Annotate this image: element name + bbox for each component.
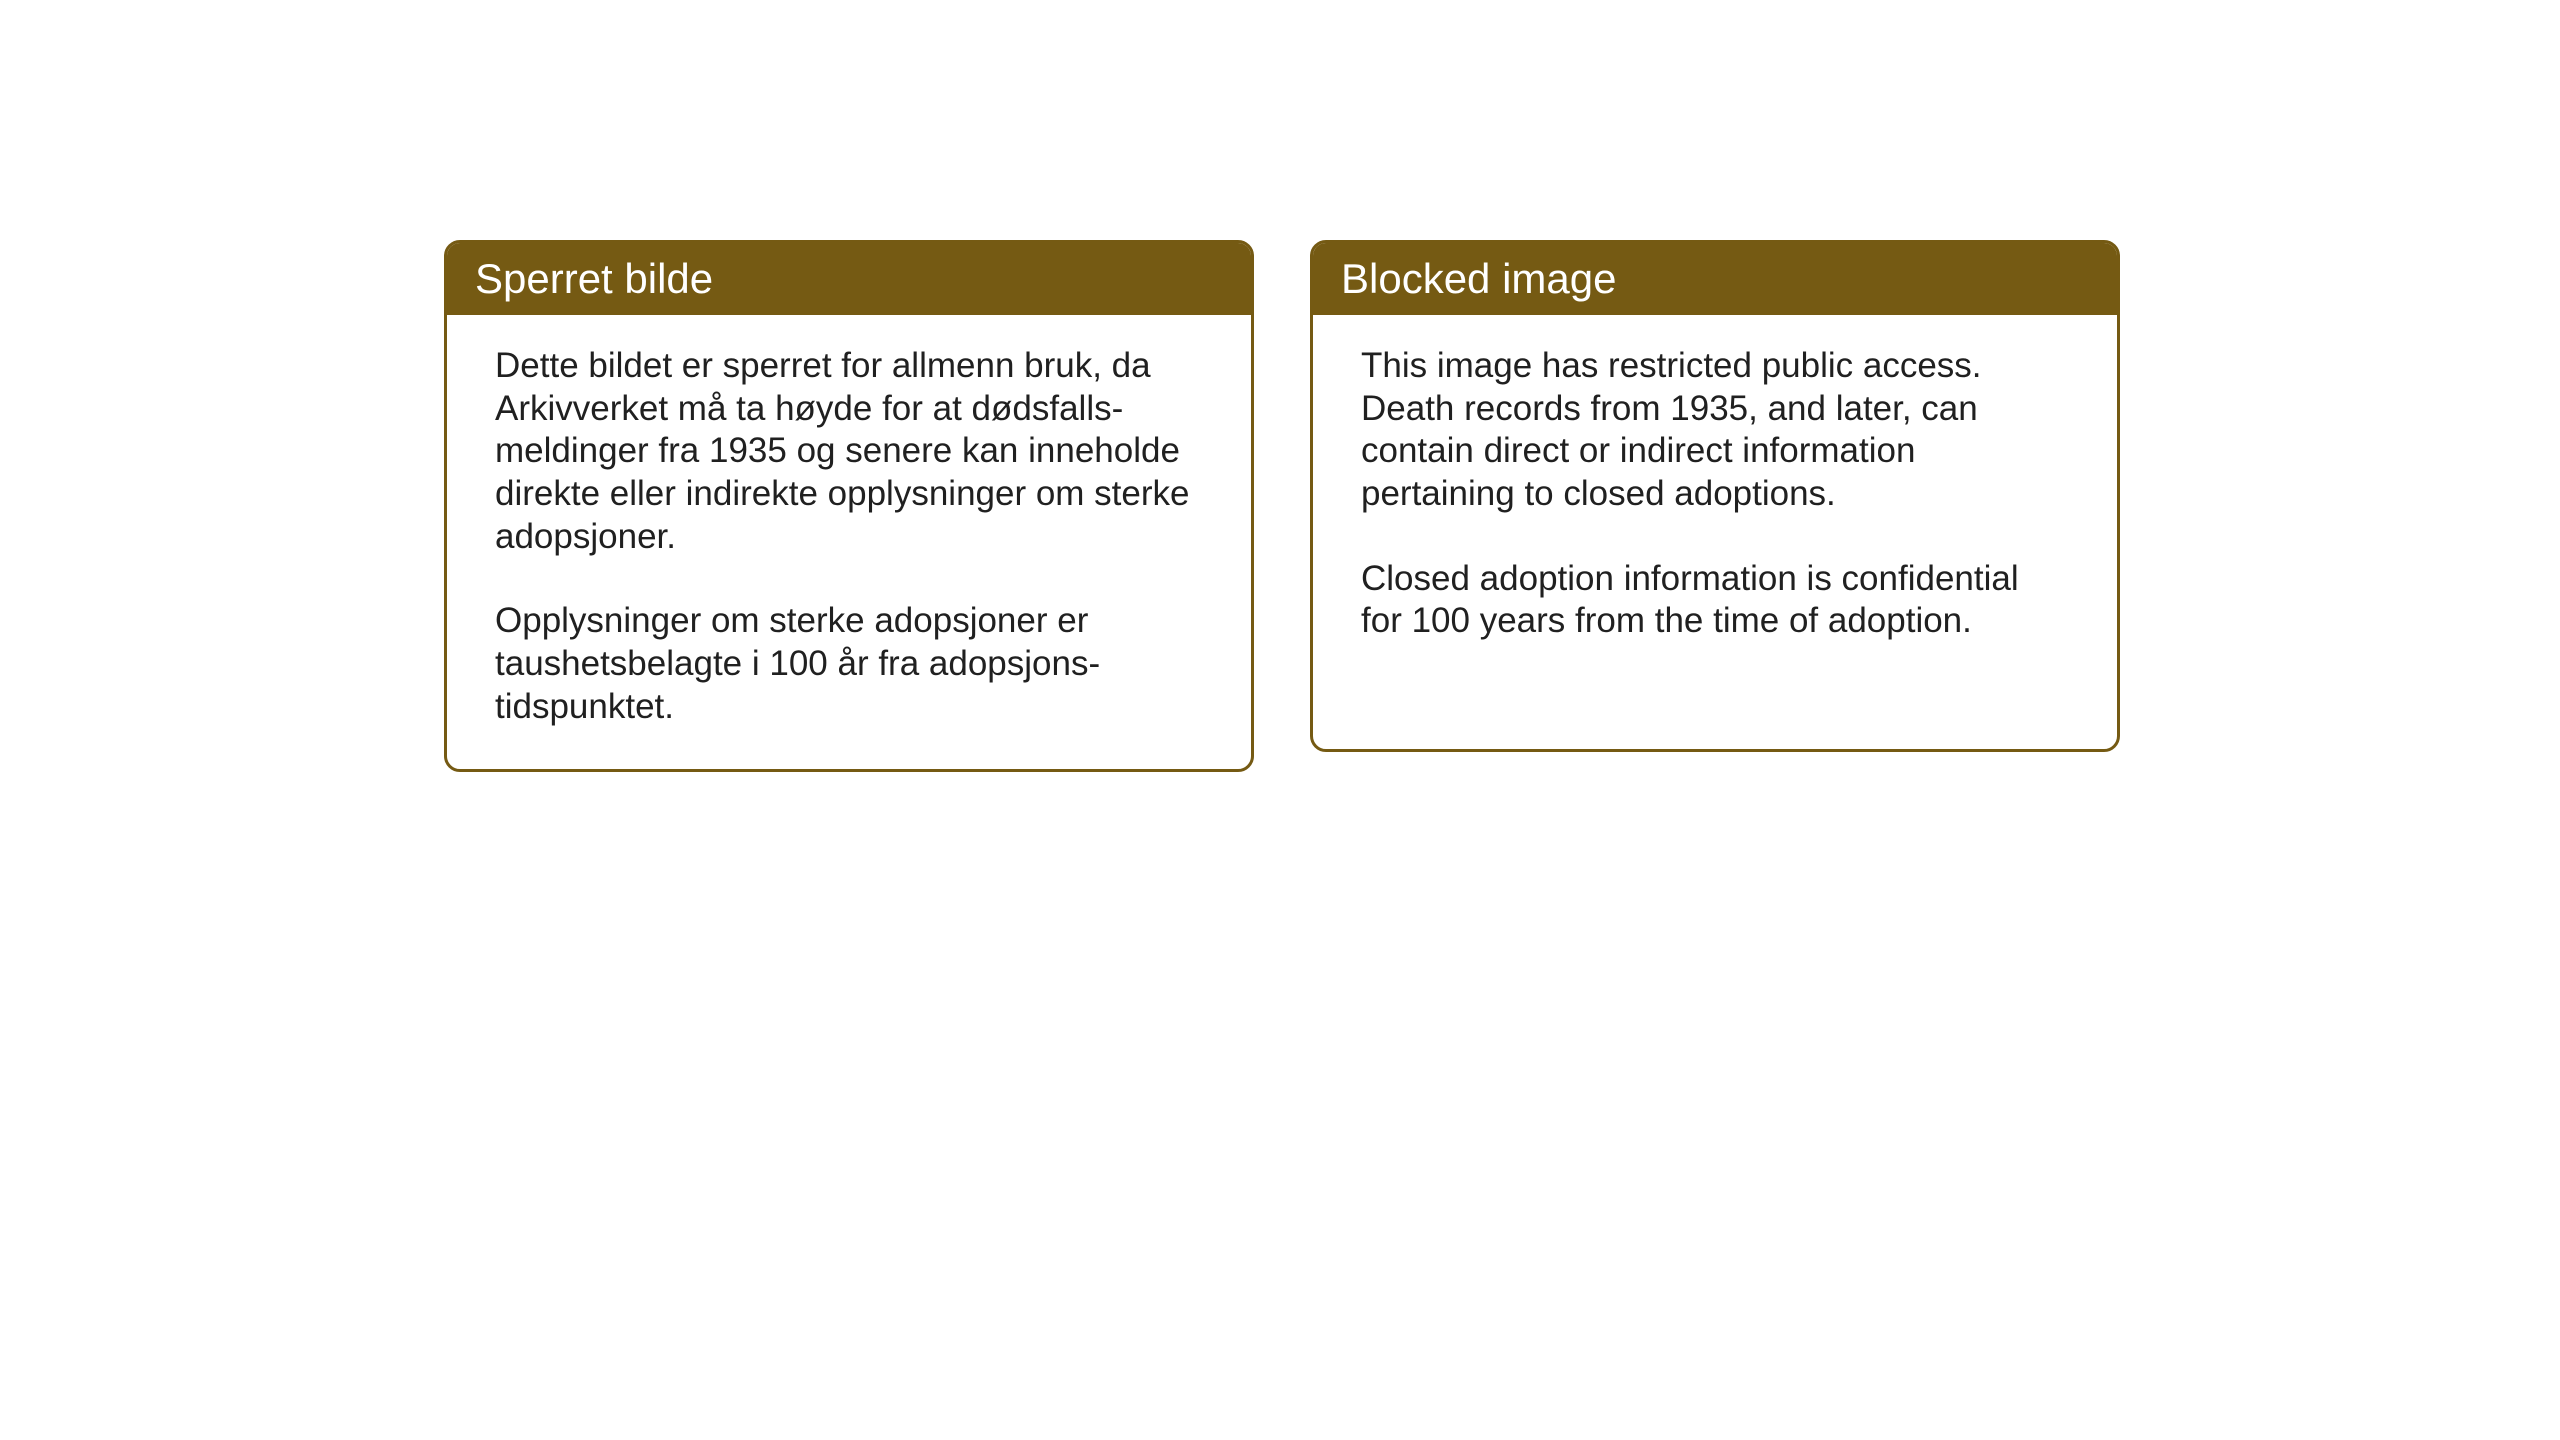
card-title-english: Blocked image [1341,255,1616,302]
card-title-norwegian: Sperret bilde [475,255,713,302]
paragraph-1-norwegian: Dette bildet er sperret for allmenn bruk… [495,345,1203,558]
paragraph-1-english: This image has restricted public access.… [1361,345,2069,516]
card-body-english: This image has restricted public access.… [1313,315,2117,683]
card-header-english: Blocked image [1313,243,2117,315]
card-header-norwegian: Sperret bilde [447,243,1251,315]
paragraph-2-english: Closed adoption information is confident… [1361,558,2069,643]
notice-card-english: Blocked image This image has restricted … [1310,240,2120,752]
card-body-norwegian: Dette bildet er sperret for allmenn bruk… [447,315,1251,769]
notice-container: Sperret bilde Dette bildet er sperret fo… [444,240,2120,772]
notice-card-norwegian: Sperret bilde Dette bildet er sperret fo… [444,240,1254,772]
paragraph-2-norwegian: Opplysninger om sterke adopsjoner er tau… [495,600,1203,728]
